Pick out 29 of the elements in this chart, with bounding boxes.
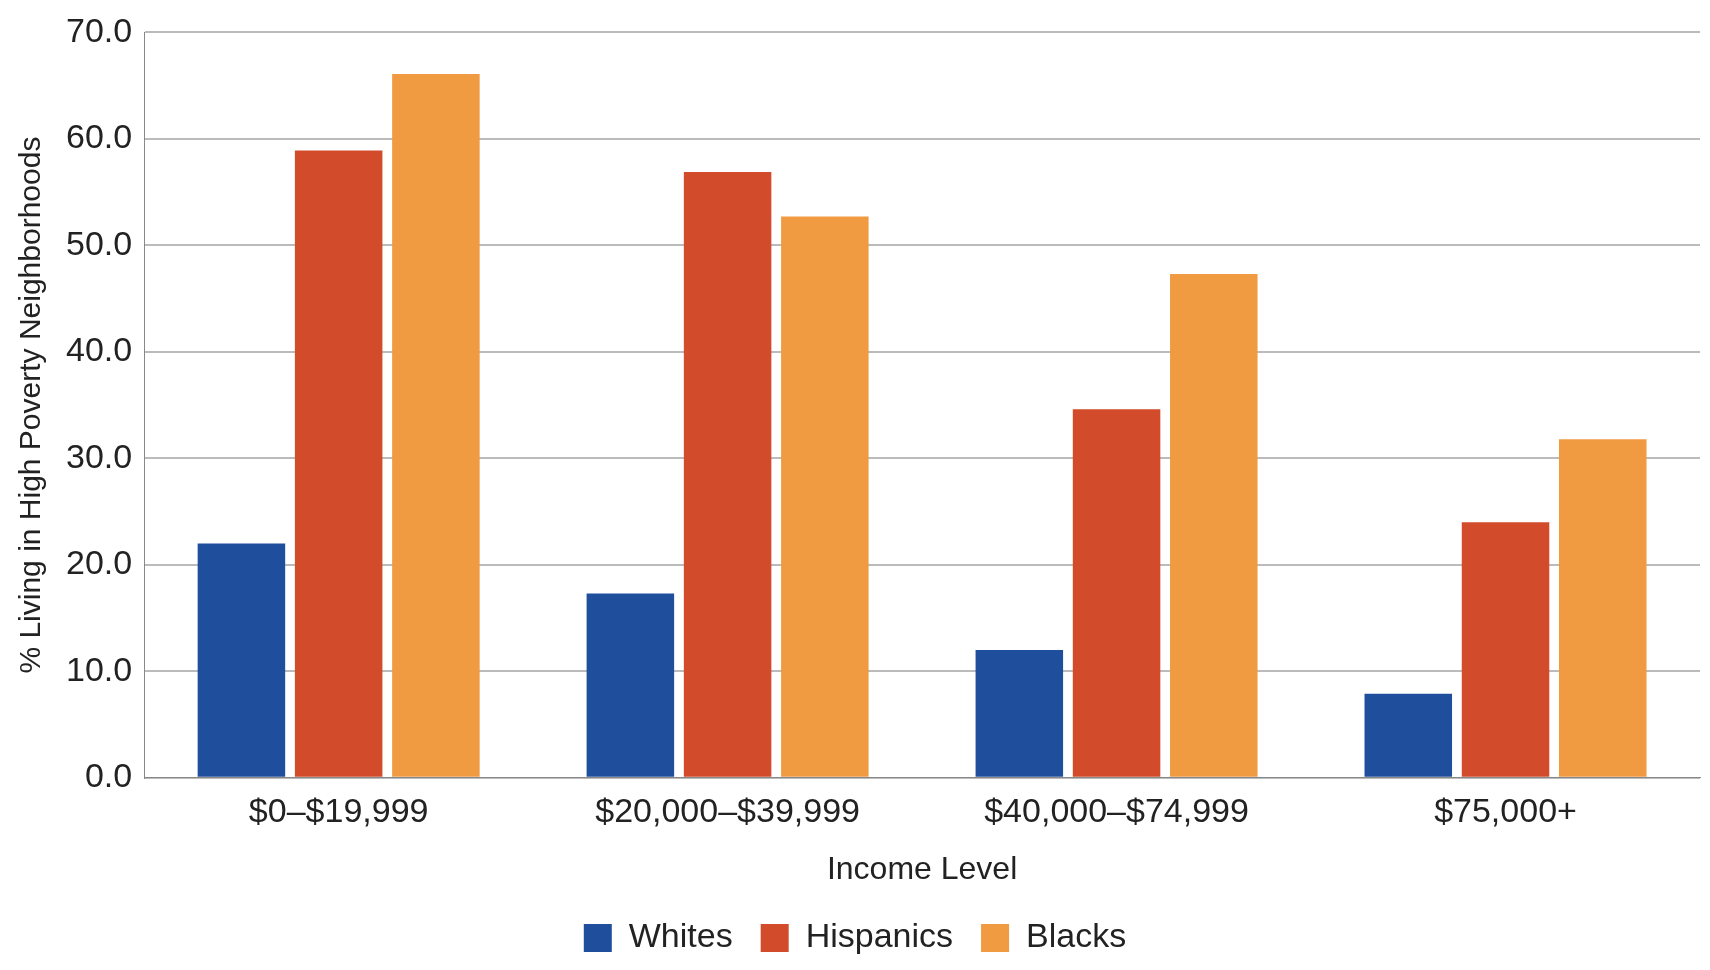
bar <box>586 593 675 777</box>
bar <box>781 216 869 777</box>
y-axis-title: % Living in High Poverty Neighborhoods <box>13 136 47 674</box>
y-tick-label: 60.0 <box>65 117 133 156</box>
y-tick-label: 10.0 <box>65 649 133 688</box>
y-tick-label: 70.0 <box>65 10 133 49</box>
bar <box>1559 439 1647 777</box>
x-tick-label: $75,000+ <box>1434 790 1577 829</box>
x-tick-label: $40,000–$74,999 <box>984 790 1249 829</box>
legend-label: Whites <box>628 916 733 955</box>
y-tick-label: 30.0 <box>65 436 133 475</box>
bar <box>392 73 480 777</box>
y-tick-label: 50.0 <box>65 223 133 262</box>
y-tick-label: 40.0 <box>65 330 133 369</box>
y-tick-label: 0.0 <box>84 756 133 795</box>
bar <box>1170 274 1258 777</box>
x-tick-label: $0–$19,999 <box>248 790 429 829</box>
bar <box>294 150 383 777</box>
bar <box>1364 693 1453 777</box>
bar <box>197 543 286 777</box>
bar <box>683 171 772 777</box>
bar <box>1461 522 1550 777</box>
x-axis-title: Income Level <box>826 849 1018 886</box>
y-tick-label: 20.0 <box>65 543 133 582</box>
legend-label: Hispanics <box>805 916 954 955</box>
bar <box>975 650 1064 777</box>
x-tick-label: $20,000–$39,999 <box>595 790 860 829</box>
legend-label: Blacks <box>1026 916 1127 955</box>
bar <box>1072 409 1161 777</box>
